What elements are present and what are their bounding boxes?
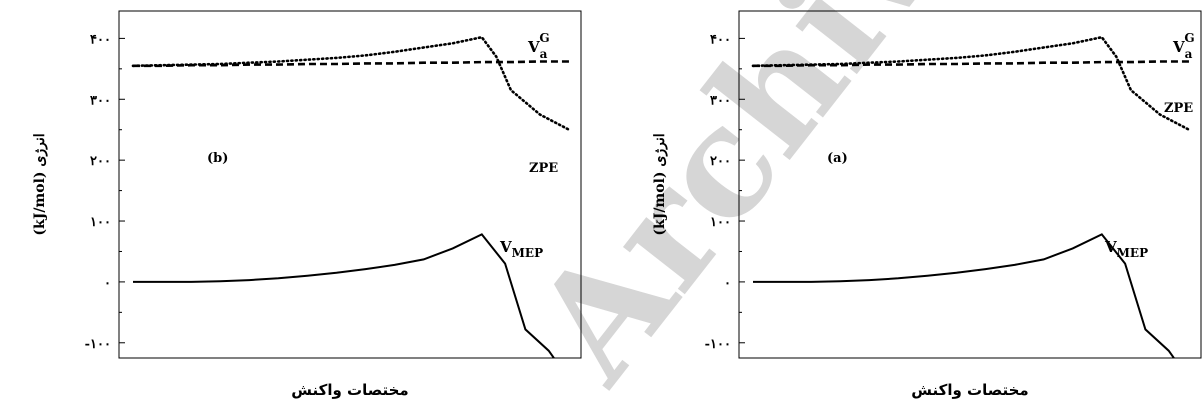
series-line-vmep <box>133 233 556 358</box>
y-tick-label: ۲۰۰ <box>710 154 731 169</box>
label-vag: VaG <box>1172 31 1195 61</box>
y-tick-label: ۰ <box>724 276 731 291</box>
label-zpe: ZPE <box>1164 101 1193 116</box>
y-tick-label: ۰ <box>104 276 111 291</box>
label-vmep: VMEP <box>1104 238 1148 260</box>
y-tick-label: -۱۰۰ <box>705 337 731 352</box>
y-tick-label: ۳۰۰ <box>90 93 111 108</box>
plot-frame <box>118 10 582 359</box>
label-vag: VaG <box>527 31 550 61</box>
y-tick-label: ۳۰۰ <box>710 93 731 108</box>
chart-panel-b: -۱۰۰ ۰ ۱۰۰ ۲۰۰ ۳۰۰ ۴۰۰ (kJ/mol) انرژی مختصات وا… <box>0 0 600 405</box>
panel-label: (a) <box>827 151 848 166</box>
plot-frame <box>738 10 1202 359</box>
chart-svg: -۱۰۰ ۰ ۱۰۰ ۲۰۰ ۳۰۰ ۴۰۰ (kJ/mol) انرژی مختصات وا… <box>652 10 1202 399</box>
series-line-vag <box>751 35 1191 131</box>
y-axis-label: (kJ/mol) انرژی <box>652 133 668 235</box>
y-tick-label: -۱۰۰ <box>85 337 111 352</box>
label-vmep: VMEP <box>499 238 543 260</box>
series-line-zpe <box>753 60 1189 68</box>
y-tick-label: ۱۰۰ <box>710 215 731 230</box>
y-axis-label: (kJ/mol) انرژی <box>32 133 48 235</box>
panel-label: (b) <box>207 151 228 166</box>
chart-svg: -۱۰۰ ۰ ۱۰۰ ۲۰۰ ۳۰۰ ۴۰۰ (kJ/mol) انرژی مختصات وا… <box>32 10 582 399</box>
series-line-vmep <box>753 233 1176 358</box>
y-tick-label: ۴۰۰ <box>710 32 731 47</box>
series-line-vag <box>131 35 571 131</box>
y-tick-label: ۲۰۰ <box>90 154 111 169</box>
y-tick-label: ۴۰۰ <box>90 32 111 47</box>
label-zpe: ZPE <box>529 161 558 176</box>
x-axis-label: مختصات واکنش <box>291 381 408 399</box>
x-axis-label: مختصات واکنش <box>911 381 1028 399</box>
chart-panel-a: -۱۰۰ ۰ ۱۰۰ ۲۰۰ ۳۰۰ ۴۰۰ (kJ/mol) انرژی مختصات وا… <box>620 0 1202 405</box>
series-line-zpe <box>133 60 569 68</box>
y-tick-label: ۱۰۰ <box>90 215 111 230</box>
